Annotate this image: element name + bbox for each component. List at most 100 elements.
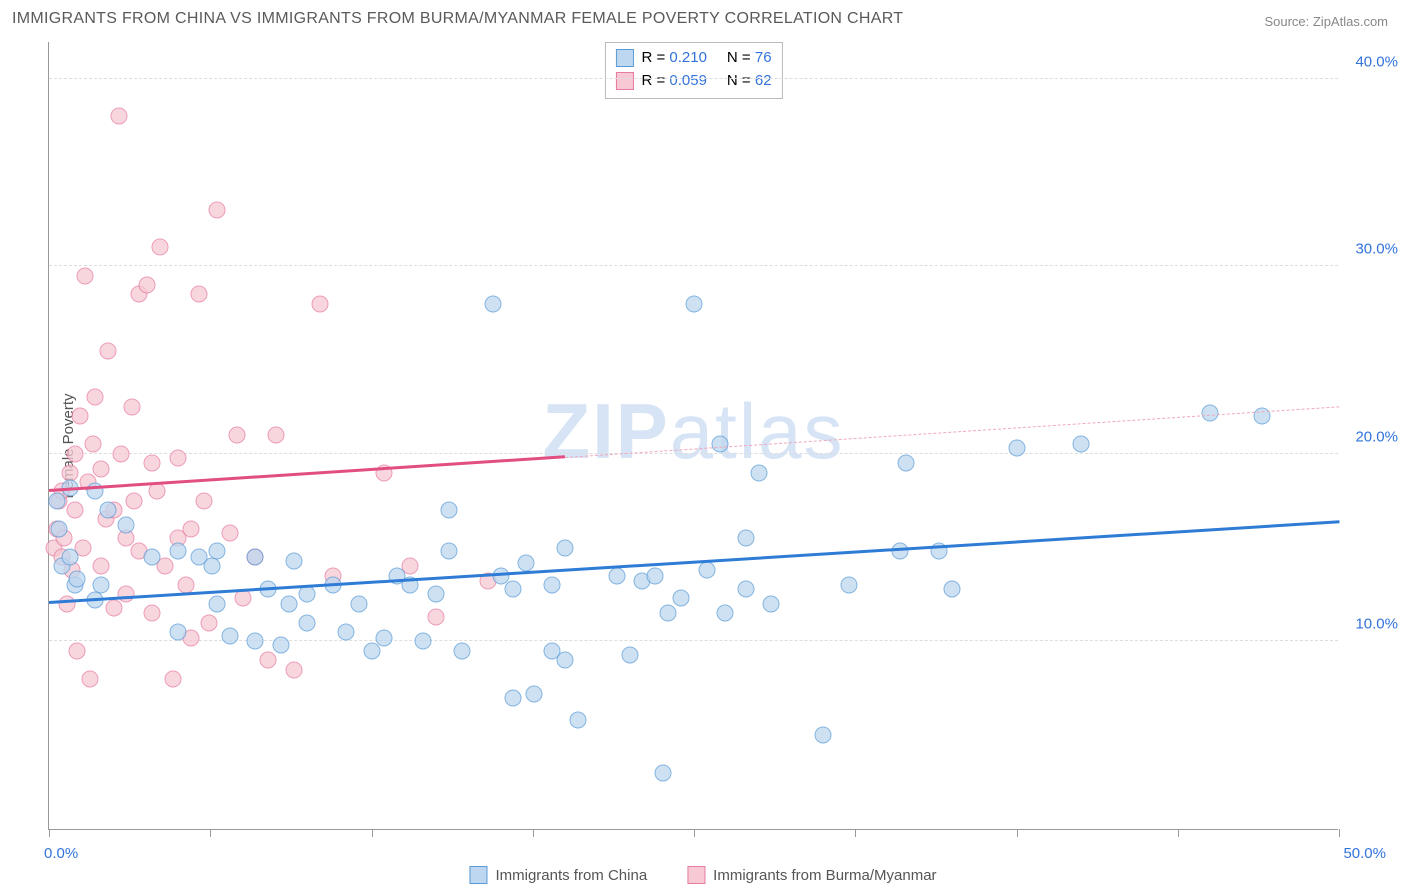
point-burma bbox=[113, 445, 130, 462]
trend-china bbox=[49, 520, 1339, 604]
point-burma bbox=[208, 201, 225, 218]
point-china bbox=[170, 543, 187, 560]
y-tick-label: 10.0% bbox=[1343, 616, 1398, 633]
point-china bbox=[621, 646, 638, 663]
point-burma bbox=[190, 286, 207, 303]
point-burma bbox=[105, 599, 122, 616]
series-legend: Immigrants from China Immigrants from Bu… bbox=[469, 866, 936, 884]
point-china bbox=[763, 595, 780, 612]
point-china bbox=[273, 637, 290, 654]
y-tick-label: 20.0% bbox=[1343, 428, 1398, 445]
x-tick bbox=[372, 829, 373, 837]
point-china bbox=[673, 590, 690, 607]
grid-line bbox=[49, 78, 1338, 79]
point-burma bbox=[118, 586, 135, 603]
swatch-burma bbox=[687, 866, 705, 884]
point-burma bbox=[126, 492, 143, 509]
r-label: R = 0.210 bbox=[641, 47, 706, 70]
x-tick bbox=[49, 829, 50, 837]
point-china bbox=[737, 530, 754, 547]
point-china bbox=[208, 595, 225, 612]
point-china bbox=[711, 436, 728, 453]
watermark: ZIPatlas bbox=[542, 385, 844, 476]
point-burma bbox=[66, 502, 83, 519]
point-burma bbox=[139, 276, 156, 293]
point-china bbox=[944, 580, 961, 597]
swatch-china bbox=[615, 49, 633, 67]
swatch-china bbox=[469, 866, 487, 884]
point-burma bbox=[110, 108, 127, 125]
point-china bbox=[51, 520, 68, 537]
point-burma bbox=[144, 455, 161, 472]
point-burma bbox=[170, 449, 187, 466]
n-label: N = 62 bbox=[727, 70, 772, 93]
point-china bbox=[118, 517, 135, 534]
x-tick-label: 0.0% bbox=[44, 845, 78, 862]
grid-line bbox=[49, 453, 1338, 454]
point-china bbox=[280, 595, 297, 612]
scatter-plot: ZIPatlas R = 0.210 N = 76 R = 0.059 N = … bbox=[48, 42, 1338, 830]
point-china bbox=[897, 455, 914, 472]
point-china bbox=[526, 685, 543, 702]
point-china bbox=[363, 642, 380, 659]
point-burma bbox=[286, 661, 303, 678]
legend-label: Immigrants from Burma/Myanmar bbox=[713, 867, 936, 884]
point-china bbox=[299, 586, 316, 603]
point-china bbox=[892, 543, 909, 560]
legend-label: Immigrants from China bbox=[495, 867, 647, 884]
source-attribution: Source: ZipAtlas.com bbox=[1264, 14, 1388, 29]
x-tick bbox=[210, 829, 211, 837]
point-china bbox=[557, 652, 574, 669]
watermark-light: atlas bbox=[670, 386, 845, 474]
x-tick-label: 50.0% bbox=[1343, 845, 1386, 862]
point-china bbox=[69, 571, 86, 588]
point-china bbox=[686, 295, 703, 312]
x-tick bbox=[1339, 829, 1340, 837]
point-china bbox=[299, 614, 316, 631]
legend-item-china: Immigrants from China bbox=[469, 866, 647, 884]
point-china bbox=[1073, 436, 1090, 453]
point-china bbox=[750, 464, 767, 481]
point-china bbox=[698, 562, 715, 579]
point-burma bbox=[164, 670, 181, 687]
point-burma bbox=[84, 436, 101, 453]
point-burma bbox=[149, 483, 166, 500]
point-burma bbox=[200, 614, 217, 631]
legend-item-burma: Immigrants from Burma/Myanmar bbox=[687, 866, 936, 884]
point-china bbox=[840, 577, 857, 594]
point-china bbox=[170, 624, 187, 641]
x-tick bbox=[1017, 829, 1018, 837]
y-tick-label: 30.0% bbox=[1343, 241, 1398, 258]
chart-title: IMMIGRANTS FROM CHINA VS IMMIGRANTS FROM… bbox=[12, 10, 903, 28]
point-china bbox=[376, 629, 393, 646]
point-china bbox=[518, 554, 535, 571]
point-burma bbox=[311, 295, 328, 312]
point-burma bbox=[59, 595, 76, 612]
point-china bbox=[608, 567, 625, 584]
legend-row-china: R = 0.210 N = 76 bbox=[615, 47, 771, 70]
point-china bbox=[647, 567, 664, 584]
point-burma bbox=[71, 408, 88, 425]
point-china bbox=[247, 633, 264, 650]
point-china bbox=[440, 543, 457, 560]
point-burma bbox=[234, 590, 251, 607]
x-tick bbox=[1178, 829, 1179, 837]
point-burma bbox=[182, 520, 199, 537]
point-burma bbox=[268, 427, 285, 444]
point-china bbox=[428, 586, 445, 603]
point-burma bbox=[92, 460, 109, 477]
point-china bbox=[660, 605, 677, 622]
point-china bbox=[337, 624, 354, 641]
r-label: R = 0.059 bbox=[641, 70, 706, 93]
point-burma bbox=[123, 398, 140, 415]
point-china bbox=[286, 552, 303, 569]
legend-row-burma: R = 0.059 N = 62 bbox=[615, 70, 771, 93]
point-burma bbox=[100, 342, 117, 359]
y-tick-label: 40.0% bbox=[1343, 53, 1398, 70]
point-burma bbox=[82, 670, 99, 687]
point-china bbox=[453, 642, 470, 659]
n-label: N = 76 bbox=[727, 47, 772, 70]
point-burma bbox=[144, 605, 161, 622]
point-china bbox=[569, 712, 586, 729]
point-burma bbox=[221, 524, 238, 541]
